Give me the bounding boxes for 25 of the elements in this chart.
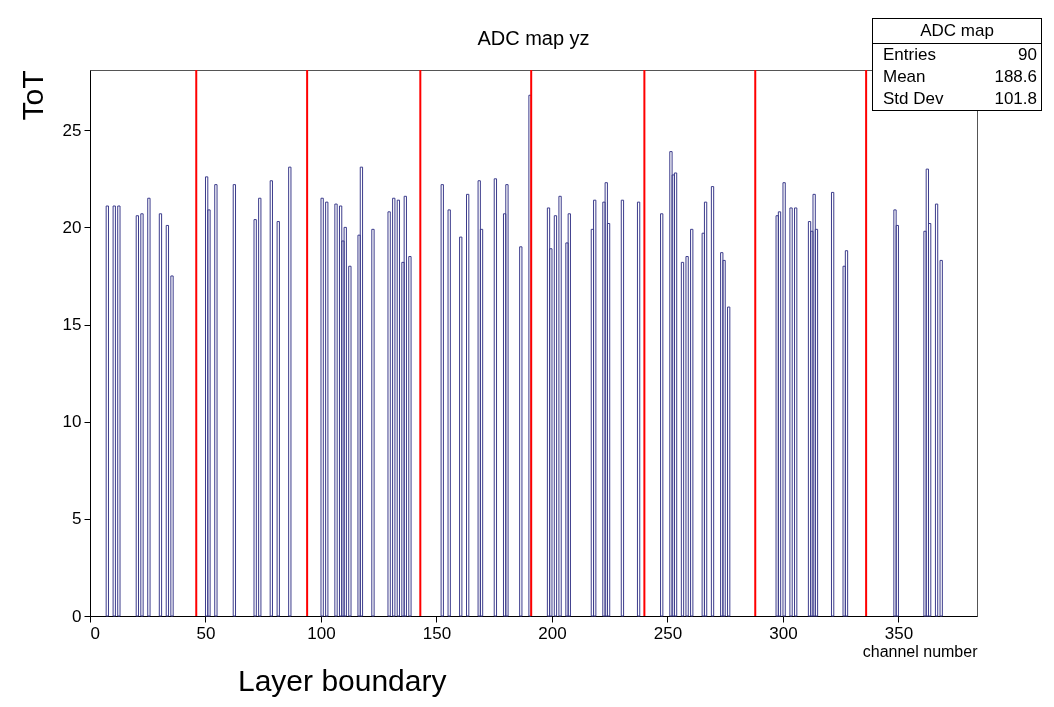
y-axis-title: ToT bbox=[15, 70, 49, 121]
x-tick-label: 0 bbox=[90, 623, 100, 643]
x-tick-label: 100 bbox=[307, 623, 336, 643]
x-tick-label: 200 bbox=[538, 623, 567, 643]
chart-title: ADC map yz bbox=[477, 27, 590, 49]
text: ADC map bbox=[873, 19, 1041, 44]
annotation: Std Dev bbox=[883, 89, 944, 109]
y-tick-label: 0 bbox=[72, 606, 82, 626]
text: Layer boundary bbox=[238, 664, 447, 698]
annotation: Mean bbox=[883, 67, 926, 87]
y-tick-label: 20 bbox=[62, 217, 82, 237]
x-tick-label: 50 bbox=[196, 623, 216, 643]
text: 101.8 bbox=[994, 89, 1037, 109]
text: 90 bbox=[1018, 45, 1037, 65]
x-tick-label: 300 bbox=[769, 623, 798, 643]
text: 188.6 bbox=[994, 67, 1037, 87]
x-tick-label: 350 bbox=[884, 623, 914, 643]
y-tick-label: 10 bbox=[62, 412, 82, 432]
x-axis-title: channel number bbox=[862, 642, 979, 660]
y-tick-label: 15 bbox=[62, 315, 82, 335]
y-tick-label: 25 bbox=[62, 120, 82, 140]
x-tick-label: 250 bbox=[653, 623, 683, 643]
x-tick-label: 150 bbox=[422, 623, 452, 643]
text: Entries bbox=[883, 45, 936, 65]
y-tick-label: 5 bbox=[72, 509, 82, 529]
